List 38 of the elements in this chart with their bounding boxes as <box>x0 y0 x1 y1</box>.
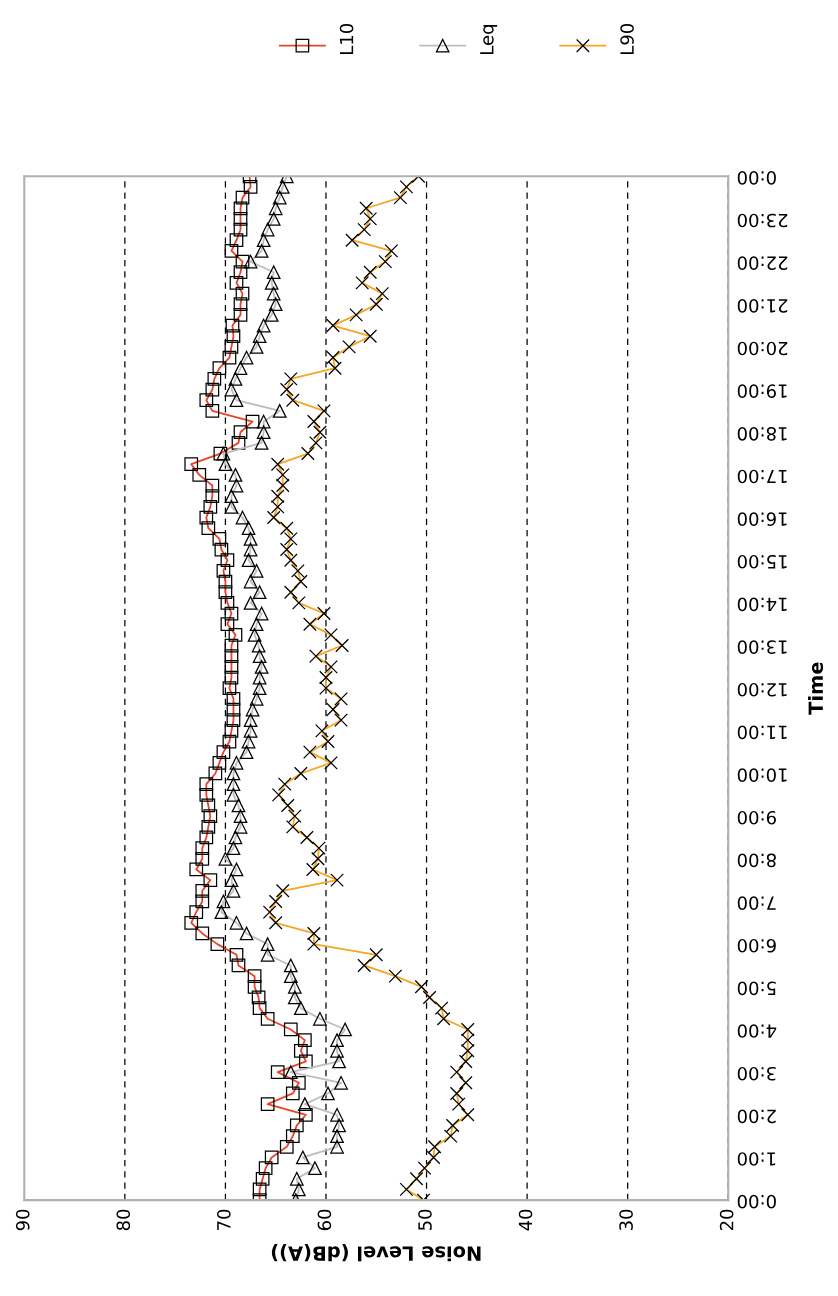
y-tick-label: 13:00 <box>737 640 787 654</box>
y-tick-label: 9:00 <box>737 810 776 825</box>
y-tick-label: 20:00 <box>737 341 788 356</box>
y-tick-label: 10:00 <box>737 768 787 782</box>
y-tick-label: 8:00 <box>737 853 776 868</box>
y-tick-label: 21:00 <box>737 299 788 313</box>
y-tick-label: 3:00 <box>737 1066 776 1081</box>
legend-label: Leq <box>480 25 498 54</box>
x-tick-label: 30 <box>619 1209 633 1231</box>
x-tick-label: 50 <box>418 1209 432 1231</box>
x-tick-label: 80 <box>116 1209 131 1231</box>
x-tick-label: 70 <box>217 1209 231 1230</box>
y-tick-label: 1:00 <box>737 1152 776 1166</box>
y-tick-label: 22:00 <box>737 256 788 270</box>
x-tick-label: 40 <box>518 1209 533 1231</box>
y-tick-label: 2:00 <box>737 1109 776 1124</box>
y-tick-label: 23:00 <box>737 213 788 228</box>
x-axis-title: Noise Level (dB(A)) <box>271 1244 481 1262</box>
y-tick-label: 15:00 <box>737 554 787 569</box>
y-tick-label: 17:00 <box>737 469 787 484</box>
y-tick-label: 14:00 <box>737 597 787 612</box>
y-tick-label: 0:00 <box>737 1194 776 1209</box>
x-tick-label: 60 <box>317 1209 332 1231</box>
legend-label: L90 <box>620 23 634 54</box>
y-tick-label: 0:00 <box>737 171 776 185</box>
y-tick-label: 5:00 <box>737 981 776 996</box>
y-tick-label: 18:00 <box>737 426 787 441</box>
y-tick-label: 11:00 <box>737 725 787 740</box>
y-tick-label: 12:00 <box>737 682 787 697</box>
y-tick-label: 4:00 <box>737 1024 777 1038</box>
y-tick-label: 16:00 <box>737 512 787 526</box>
y-axis-title: Time <box>808 662 824 715</box>
y-tick-label: 7:00 <box>737 896 776 910</box>
legend-label: L10 <box>339 23 354 54</box>
y-tick-label: 6:00 <box>737 938 776 953</box>
y-tick-label: 19:00 <box>737 384 787 398</box>
x-tick-label: 90 <box>15 1209 30 1231</box>
x-tick-label: 20 <box>719 1209 734 1231</box>
